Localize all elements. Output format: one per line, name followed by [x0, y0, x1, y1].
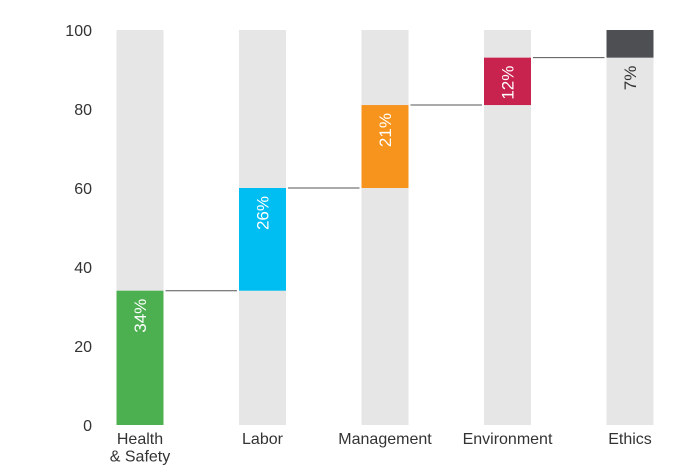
- x-tick-label: Environment: [463, 431, 553, 448]
- y-tick-label: 40: [74, 260, 92, 277]
- value-label: 34%: [131, 299, 150, 333]
- background-bar: [361, 30, 409, 425]
- x-tick-label: Management: [338, 431, 432, 448]
- bar: [361, 105, 409, 188]
- x-tick-label: Health & Safety: [110, 431, 170, 466]
- value-label: 26%: [254, 196, 273, 230]
- y-tick-label: 0: [83, 418, 92, 435]
- y-tick-label: 60: [74, 181, 92, 198]
- x-tick-label: Labor: [242, 431, 284, 448]
- background-bar: [606, 30, 654, 425]
- value-label: 21%: [376, 113, 395, 147]
- value-label: 12%: [499, 66, 518, 100]
- y-tick-label: 20: [74, 339, 92, 356]
- bar: [606, 30, 654, 58]
- value-label: 7%: [621, 66, 640, 91]
- bar: [239, 188, 286, 291]
- bar: [484, 57, 531, 106]
- y-tick-label: 100: [65, 23, 92, 40]
- x-tick-label: Ethics: [608, 431, 652, 448]
- bar: [116, 290, 164, 425]
- y-tick-label: 80: [74, 102, 92, 119]
